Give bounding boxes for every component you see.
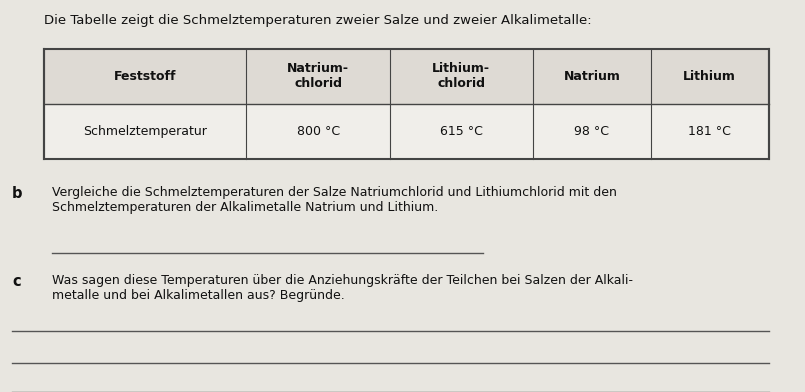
- Text: Vergleiche die Schmelztemperaturen der Salze Natriumchlorid und Lithiumchlorid m: Vergleiche die Schmelztemperaturen der S…: [52, 186, 617, 214]
- Text: 615 °C: 615 °C: [440, 125, 483, 138]
- Bar: [44, 104, 769, 159]
- Text: Die Tabelle zeigt die Schmelztemperaturen zweier Salze und zweier Alkalimetalle:: Die Tabelle zeigt die Schmelztemperature…: [44, 14, 592, 27]
- Text: Feststoff: Feststoff: [114, 70, 176, 83]
- Bar: [44, 49, 769, 104]
- Text: 181 °C: 181 °C: [688, 125, 731, 138]
- Text: 800 °C: 800 °C: [296, 125, 340, 138]
- Text: Lithium: Lithium: [683, 70, 737, 83]
- Text: c: c: [12, 274, 21, 289]
- Text: Lithium-
chlorid: Lithium- chlorid: [432, 62, 490, 91]
- Bar: [44, 49, 769, 159]
- Text: Schmelztemperatur: Schmelztemperatur: [84, 125, 208, 138]
- Text: 98 °C: 98 °C: [574, 125, 609, 138]
- Text: Natrium: Natrium: [564, 70, 621, 83]
- Text: Natrium-
chlorid: Natrium- chlorid: [287, 62, 349, 91]
- Text: b: b: [12, 186, 23, 201]
- Text: Was sagen diese Temperaturen über die Anziehungskräfte der Teilchen bei Salzen d: Was sagen diese Temperaturen über die An…: [52, 274, 634, 302]
